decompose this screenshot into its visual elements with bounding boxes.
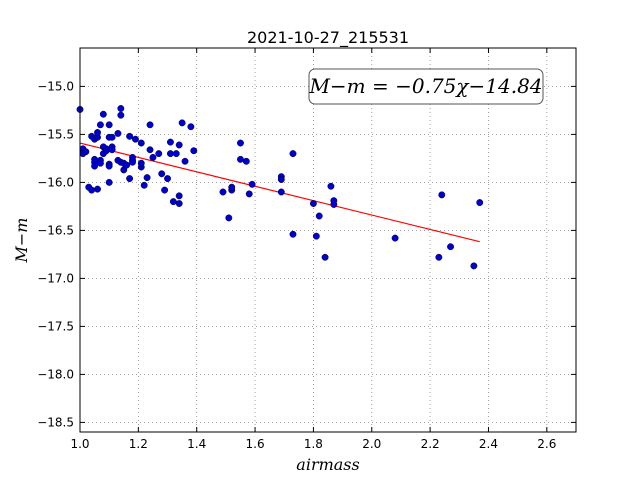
data-point: [242, 157, 250, 165]
data-point: [117, 111, 125, 119]
data-point: [476, 199, 484, 207]
data-point: [143, 174, 151, 182]
data-point: [277, 188, 285, 196]
data-point: [391, 234, 399, 242]
data-point: [161, 186, 169, 194]
data-point: [175, 200, 183, 207]
data-point: [315, 212, 323, 220]
data-point: [438, 191, 446, 199]
data-point: [237, 155, 244, 163]
fit-equation: M−m = −0.75χ−14.84: [308, 74, 542, 98]
x-tick-label: 1.8: [304, 437, 323, 451]
data-point: [82, 148, 90, 156]
data-points: [76, 105, 484, 270]
data-point: [105, 178, 113, 186]
chart-title: 2021-10-27_215531: [247, 28, 409, 48]
x-tick-label: 2.6: [537, 437, 556, 451]
data-point: [289, 150, 297, 158]
data-point: [225, 214, 233, 222]
y-tick-label: −17.0: [37, 271, 74, 285]
data-point: [137, 159, 145, 167]
data-point: [169, 198, 177, 206]
data-point: [309, 200, 317, 207]
data-point: [137, 139, 145, 147]
data-point: [126, 175, 134, 183]
data-point: [289, 230, 297, 238]
x-tick-label: 1.4: [187, 437, 206, 451]
x-tick-label: 2.4: [479, 437, 498, 451]
annotation-box: M−m = −0.75χ−14.84: [308, 68, 544, 105]
data-point: [129, 158, 136, 166]
data-point: [158, 170, 166, 178]
data-point: [114, 129, 122, 137]
data-point: [96, 121, 104, 129]
data-point: [187, 123, 195, 131]
y-axis-label: M−m: [12, 218, 31, 264]
data-point: [102, 147, 110, 155]
data-point: [166, 138, 174, 146]
data-point: [248, 180, 256, 188]
tick-labels: 1.0 1.2 1.4 1.6 1.8 2.0 2.2 2.4 2.6 −15.0 −15.5 −16…: [37, 79, 556, 451]
data-point: [126, 132, 134, 140]
plot-frame: [79, 47, 577, 433]
data-point: [219, 188, 227, 196]
x-tick-label: 2.2: [421, 437, 440, 451]
data-point: [277, 176, 285, 183]
data-point: [108, 146, 116, 154]
y-tick-label: −16.0: [37, 175, 74, 189]
data-point: [155, 150, 163, 158]
data-point: [175, 141, 183, 149]
y-tick-label: −15.5: [37, 127, 74, 141]
y-tick-label: −15.0: [37, 79, 74, 93]
data-point: [175, 192, 183, 200]
data-point: [117, 105, 125, 112]
plot-area: [80, 48, 576, 432]
data-point: [123, 161, 131, 169]
data-point: [108, 133, 116, 141]
data-point: [94, 129, 101, 136]
x-tick-label: 2.0: [362, 437, 381, 451]
data-point: [140, 181, 148, 189]
grid: [79, 48, 576, 432]
data-point: [327, 182, 335, 190]
data-point: [88, 186, 96, 194]
data-point: [91, 162, 99, 170]
data-point: [131, 135, 139, 143]
data-point: [164, 175, 171, 183]
data-point: [470, 262, 478, 270]
y-tick-label: −17.5: [37, 319, 74, 333]
x-tick-label: 1.6: [246, 437, 265, 451]
data-point: [330, 197, 338, 205]
x-tick-label: 1.0: [70, 437, 89, 451]
data-point: [172, 150, 180, 158]
data-point: [166, 150, 174, 158]
y-tick-label: −18.5: [37, 415, 74, 429]
data-point: [96, 159, 104, 167]
axis-ticks: [79, 48, 576, 432]
data-point: [321, 253, 329, 261]
data-point: [105, 121, 113, 129]
data-point: [146, 121, 154, 129]
data-point: [105, 162, 113, 170]
data-point: [99, 110, 107, 118]
x-tick-label: 1.2: [129, 437, 148, 451]
y-tick-label: −16.5: [37, 223, 74, 237]
data-point: [447, 243, 454, 251]
data-point: [146, 146, 154, 154]
y-tick-label: −18.0: [37, 367, 74, 381]
data-point: [178, 119, 186, 127]
data-point: [312, 232, 320, 240]
data-point: [149, 153, 157, 161]
data-point: [94, 185, 101, 193]
x-axis-label: airmass: [296, 455, 359, 474]
data-point: [245, 190, 253, 198]
data-point: [181, 157, 189, 165]
data-point: [228, 183, 236, 191]
data-point: [237, 139, 244, 147]
data-point: [190, 147, 198, 155]
data-point: [435, 253, 443, 261]
